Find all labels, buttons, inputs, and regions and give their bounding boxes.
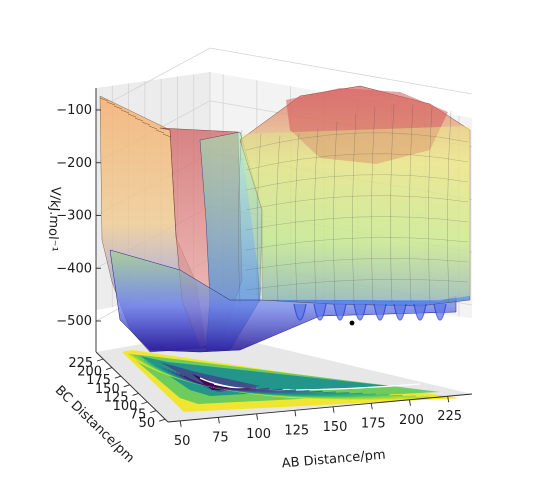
mesh-line: [245, 258, 469, 271]
z-tick-label: −500: [56, 314, 92, 329]
mesh-dip: [293, 303, 307, 321]
mesh-step: [155, 129, 165, 134]
x-axis-title: AB Distance/pm: [281, 448, 386, 472]
mesh-line: [245, 216, 469, 231]
y-tick-label: 50: [139, 416, 156, 431]
mesh-line: [245, 132, 469, 151]
x-tick-label: 150: [323, 420, 348, 435]
y-tick-mark: [150, 410, 157, 414]
mesh-step: [141, 121, 151, 126]
x-tick-mark: [179, 420, 182, 427]
mesh-line: [245, 174, 469, 191]
mesh-dip: [393, 303, 407, 321]
x-tick-label: 175: [361, 416, 386, 431]
mesh-step: [148, 125, 158, 130]
mesh-line: [245, 237, 469, 251]
potential-energy-surface: [99, 85, 471, 353]
x-tick-mark: [332, 406, 335, 413]
mesh-line: [245, 195, 469, 211]
mesh-dip: [433, 303, 447, 321]
mesh-line: [447, 111, 452, 303]
x-tick-label: 75: [212, 430, 229, 445]
marked-point: [349, 320, 355, 326]
mesh-line: [245, 279, 469, 291]
y-tick-mark: [114, 375, 122, 379]
mesh-line: [276, 135, 281, 303]
y-tick-label: 125: [104, 390, 129, 405]
y-tick-mark: [141, 401, 148, 405]
mesh-line: [257, 133, 262, 303]
mesh-dip: [373, 303, 387, 321]
x-axis-ticks: 50 75 100 125 150 175 200 225: [174, 396, 462, 449]
x-tick-mark: [217, 417, 220, 424]
y-tick-mark: [158, 418, 166, 422]
y-tick-label: 225: [68, 356, 93, 371]
x-tick-label: 200: [399, 413, 424, 428]
z-tick-label: −300: [56, 209, 92, 224]
mesh-line: [245, 153, 469, 171]
mesh-step: [99, 97, 109, 102]
x-tick-mark: [447, 396, 450, 403]
mesh-step: [106, 101, 116, 106]
x-tick-label: 50: [174, 434, 191, 449]
z-axis-ticks: −500 −400 −300 −200 −100: [56, 103, 101, 329]
x-tick-mark: [256, 413, 259, 420]
mesh-dip: [313, 303, 327, 321]
contour-fill-inner: [140, 356, 390, 396]
y-tick-mark: [123, 384, 130, 388]
y-tick-mark: [97, 358, 104, 362]
y-tick-mark: [105, 367, 113, 371]
mesh-line: [314, 128, 319, 303]
y-tick-label: 75: [130, 408, 147, 423]
mesh-step: [134, 117, 144, 122]
z-tick-label: −100: [56, 103, 92, 118]
z-tick-label: −200: [56, 156, 92, 171]
y-tick-label: 150: [95, 382, 120, 397]
grid-z: [95, 47, 473, 111]
mesh-step: [113, 105, 123, 110]
contour-lines: [123, 351, 457, 401]
y-tick-label: 200: [77, 365, 102, 380]
x-tick-mark: [294, 410, 297, 417]
contour-line: [183, 375, 257, 390]
mesh-line: [333, 121, 338, 303]
x-tick-mark: [409, 399, 411, 406]
mesh-dip: [353, 303, 367, 321]
mesh-line: [295, 133, 300, 303]
x-tick-label: 100: [246, 427, 271, 442]
surface-plateau: [240, 126, 470, 300]
x-tick-mark: [370, 403, 373, 410]
mesh-dip: [413, 303, 427, 321]
surface-mesh: [99, 97, 469, 321]
mesh-step: [162, 133, 172, 138]
x-tick-label: 125: [284, 423, 309, 438]
x-tick-label: 225: [437, 409, 462, 424]
contour-fill-core: [160, 362, 260, 392]
y-tick-label: 100: [113, 399, 138, 414]
z-tick-label: −400: [56, 261, 92, 276]
mesh-step: [120, 109, 130, 114]
mesh-step: [127, 113, 137, 118]
mesh-dip: [333, 303, 347, 321]
mesh-line: [238, 129, 243, 303]
contour-projection: [122, 350, 460, 412]
mesh-line: [352, 113, 357, 303]
y-tick-label: 175: [86, 373, 111, 388]
y-tick-mark: [132, 392, 139, 396]
mesh-line: [371, 107, 376, 303]
z-axis-title: V/kJ.mol⁻¹: [44, 186, 62, 252]
